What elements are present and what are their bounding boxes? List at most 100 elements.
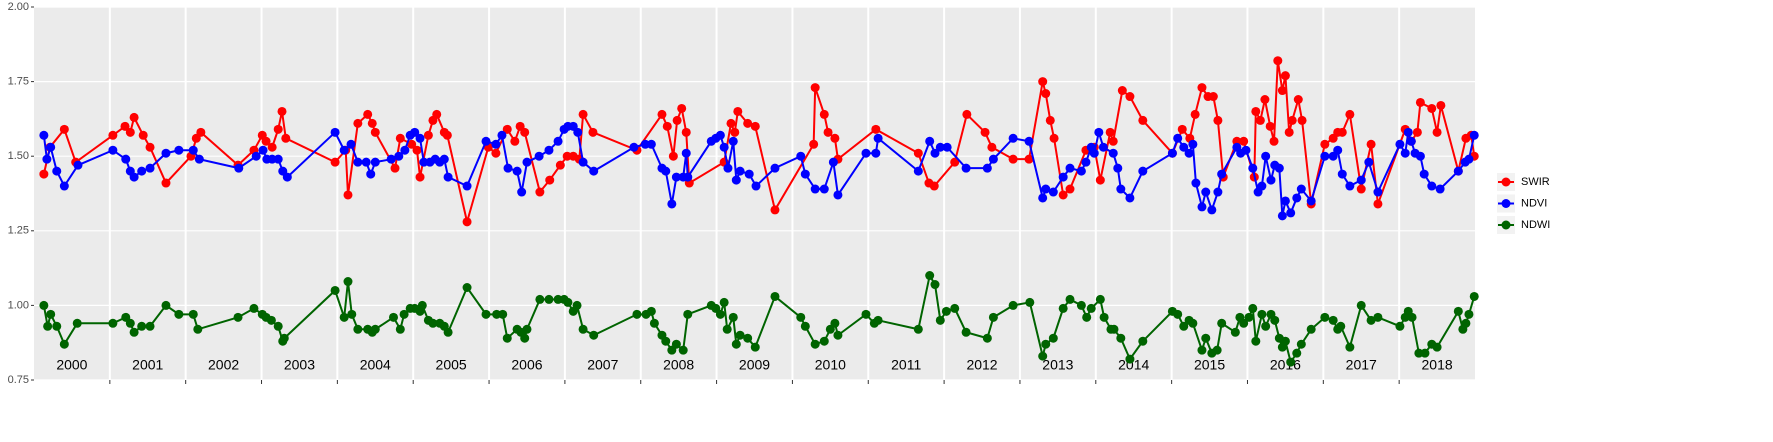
data-point xyxy=(1089,148,1099,158)
data-point xyxy=(671,172,681,182)
data-point xyxy=(520,127,530,137)
data-point xyxy=(161,148,171,158)
data-point xyxy=(545,175,555,185)
legend-point xyxy=(1501,177,1511,187)
data-point xyxy=(833,190,843,200)
data-point xyxy=(1345,181,1355,191)
data-point xyxy=(1045,115,1055,125)
legend-point xyxy=(1501,220,1511,230)
data-point xyxy=(145,321,155,331)
data-point xyxy=(399,309,409,319)
legend-label: NDWI xyxy=(1521,219,1550,231)
data-point xyxy=(743,333,753,343)
data-point xyxy=(681,127,691,137)
data-point xyxy=(1297,115,1307,125)
data-point xyxy=(1277,211,1287,221)
data-point xyxy=(1395,139,1405,149)
data-point xyxy=(1403,127,1413,137)
data-point xyxy=(1320,151,1330,161)
data-point xyxy=(39,130,49,140)
data-point xyxy=(125,318,135,328)
data-point xyxy=(439,154,449,164)
data-point xyxy=(941,306,951,316)
data-point xyxy=(417,300,427,310)
data-point xyxy=(751,181,761,191)
data-point xyxy=(1292,193,1302,203)
data-point xyxy=(1094,127,1104,137)
data-point xyxy=(108,130,118,140)
data-point xyxy=(662,121,672,131)
x-tick-label: 2009 xyxy=(739,357,770,373)
data-point xyxy=(544,145,554,155)
data-point xyxy=(861,148,871,158)
data-point xyxy=(1217,169,1227,179)
data-point xyxy=(462,282,472,292)
data-point xyxy=(632,309,642,319)
data-point xyxy=(1277,86,1287,96)
data-point xyxy=(273,124,283,134)
data-point xyxy=(1108,136,1118,146)
data-point xyxy=(1116,184,1126,194)
data-point xyxy=(129,172,139,182)
data-point xyxy=(1095,175,1105,185)
series xyxy=(39,121,1479,221)
data-point xyxy=(1207,205,1217,215)
data-point xyxy=(1453,166,1463,176)
data-point xyxy=(353,157,363,167)
data-point xyxy=(555,160,565,170)
data-point xyxy=(491,148,501,158)
data-point xyxy=(510,136,520,146)
data-point xyxy=(871,148,881,158)
data-point xyxy=(1333,145,1343,155)
data-point xyxy=(668,151,678,161)
data-point xyxy=(1048,187,1058,197)
data-point xyxy=(1420,348,1430,358)
data-point xyxy=(1179,321,1189,331)
data-point xyxy=(810,339,820,349)
data-point xyxy=(1286,208,1296,218)
data-point xyxy=(108,318,118,328)
data-point xyxy=(1306,196,1316,206)
x-tick-label: 2013 xyxy=(1042,357,1073,373)
data-point xyxy=(1400,148,1410,158)
data-point xyxy=(1188,318,1198,328)
data-point xyxy=(715,309,725,319)
data-point xyxy=(1208,92,1218,102)
data-point xyxy=(1049,133,1059,143)
data-point xyxy=(1116,333,1126,343)
data-point xyxy=(1280,196,1290,206)
data-point xyxy=(512,166,522,176)
data-point xyxy=(415,133,425,143)
data-point xyxy=(121,154,131,164)
data-point xyxy=(1065,184,1075,194)
data-point xyxy=(588,127,598,137)
data-point xyxy=(370,127,380,137)
data-point xyxy=(1065,163,1075,173)
data-point xyxy=(730,127,740,137)
x-tick-label: 2017 xyxy=(1346,357,1377,373)
data-point xyxy=(1251,106,1261,116)
data-point xyxy=(1179,142,1189,152)
data-point xyxy=(657,109,667,119)
data-point xyxy=(1435,184,1445,194)
data-point xyxy=(503,163,513,173)
data-point xyxy=(462,217,472,227)
data-point xyxy=(1255,115,1265,125)
data-point xyxy=(800,169,810,179)
data-point xyxy=(481,309,491,319)
data-point xyxy=(982,163,992,173)
data-point xyxy=(1407,312,1417,322)
data-point xyxy=(273,321,283,331)
data-point xyxy=(735,330,745,340)
data-point xyxy=(1008,300,1018,310)
data-point xyxy=(809,139,819,149)
data-point xyxy=(1366,139,1376,149)
data-point xyxy=(1453,306,1463,316)
data-point xyxy=(1274,163,1284,173)
data-point xyxy=(1257,181,1267,191)
data-point xyxy=(925,271,935,281)
data-point xyxy=(410,127,420,137)
data-point xyxy=(145,163,155,173)
data-point xyxy=(481,136,491,146)
data-point xyxy=(196,127,206,137)
